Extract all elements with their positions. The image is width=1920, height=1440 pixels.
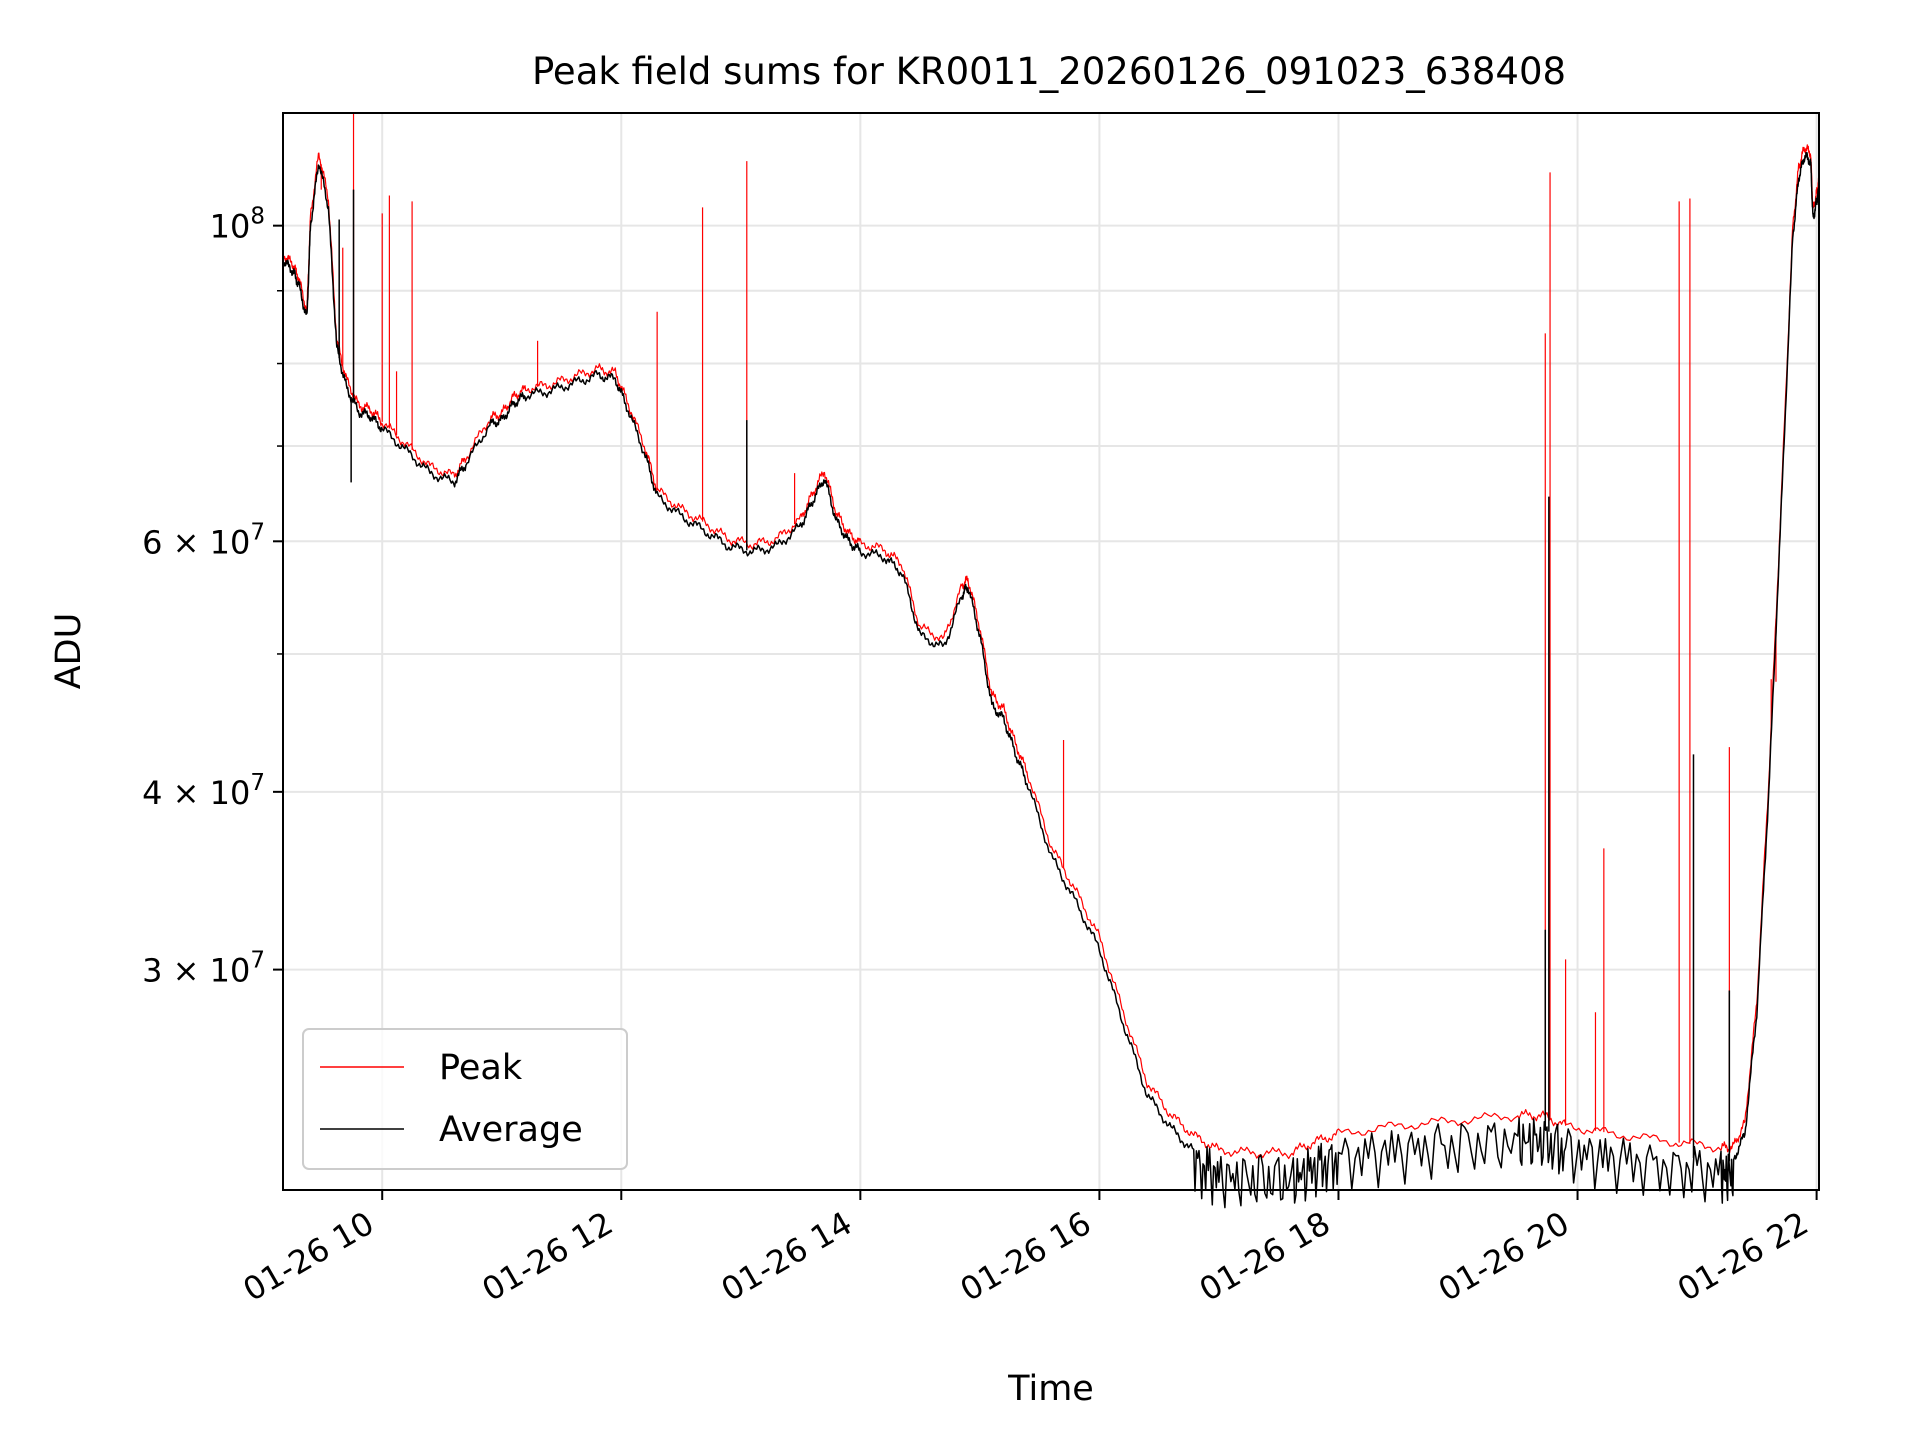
y-tick-label: 6 × 107 xyxy=(142,519,265,561)
series-line-peak xyxy=(282,144,1820,1160)
legend-box xyxy=(302,1028,628,1170)
plot-frame xyxy=(282,112,1820,1191)
grid-layer xyxy=(283,113,1819,1190)
y-tick-label: 4 × 107 xyxy=(142,770,265,812)
legend: Peak Average xyxy=(302,1028,628,1170)
y-tick-label: 108 xyxy=(210,204,265,246)
y-tick-label: 3 × 107 xyxy=(142,948,265,990)
legend-label-average: Average xyxy=(439,1110,583,1150)
chart-title: Peak field sums for KR0011_20260126_0910… xyxy=(532,50,1566,93)
y-axis-label: ADU xyxy=(49,613,89,690)
series-line-average xyxy=(282,151,1820,1209)
series-layer xyxy=(282,113,1820,1209)
legend-label-peak: Peak xyxy=(439,1048,523,1088)
x-axis-label: Time xyxy=(1007,1369,1094,1409)
y-axis: 108 6 × 107 4 × 107 3 × 107 xyxy=(142,204,283,990)
